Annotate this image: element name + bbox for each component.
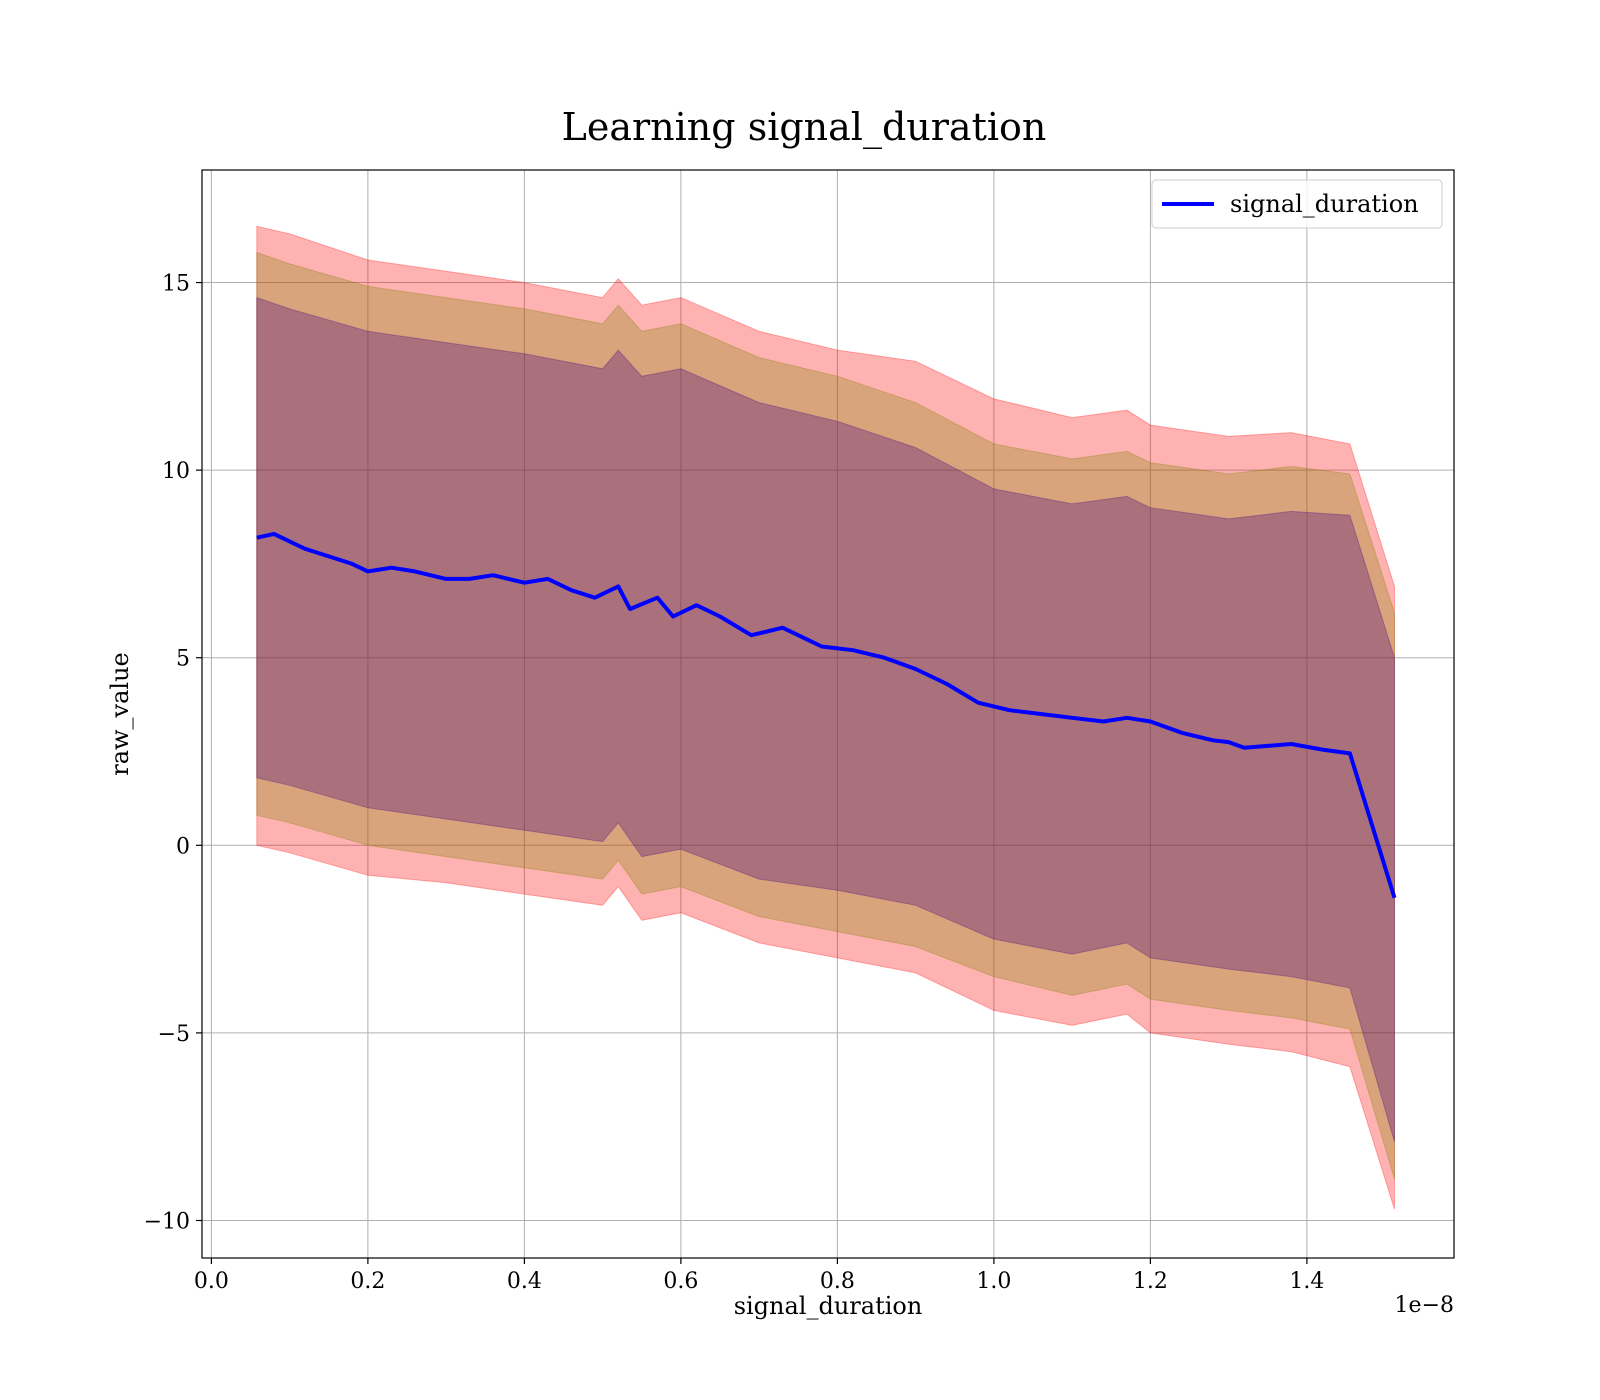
legend-label: signal_duration [1230, 190, 1419, 218]
plot-frame [201, 169, 1455, 1259]
x-tick-label: 1.4 [1289, 1269, 1324, 1294]
grid [202, 170, 1454, 1258]
x-tick-label: 0.0 [194, 1269, 229, 1294]
chart-title: Learning signal_duration [562, 105, 1047, 150]
axis-ticks: 0.0 0.2 0.4 0.6 0.8 1.0 1.2 1.4 −10 −5 0 5 10 15 [144, 272, 1325, 1294]
band-inner [256, 296, 1395, 1142]
legend: signal_duration [1151, 179, 1443, 229]
y-tick-label: −10 [144, 1209, 190, 1234]
y-tick-label: 5 [176, 647, 190, 672]
x-axis-multiplier: 1e−8 [1395, 1293, 1454, 1318]
x-tick-label: 1.0 [976, 1269, 1011, 1294]
y-axis-label: raw_value [106, 652, 134, 776]
x-axis-label: signal_duration [734, 1292, 923, 1320]
y-tick-label: 15 [162, 272, 190, 297]
y-tick-label: 10 [162, 459, 190, 484]
y-tick-label: 0 [176, 834, 190, 859]
x-tick-label: 0.8 [820, 1269, 855, 1294]
x-tick-label: 0.2 [350, 1269, 385, 1294]
x-tick-label: 1.2 [1133, 1269, 1168, 1294]
confidence-bands [256, 225, 1395, 1210]
mean-series-line [256, 531, 1397, 899]
y-tick-label: −5 [158, 1022, 190, 1047]
legend-box [1151, 179, 1443, 229]
band-outer [256, 225, 1395, 1210]
x-tick-label: 0.4 [507, 1269, 542, 1294]
mean-line-layer [256, 531, 1397, 899]
band-middle [256, 251, 1395, 1180]
x-tick-label: 0.6 [663, 1269, 698, 1294]
